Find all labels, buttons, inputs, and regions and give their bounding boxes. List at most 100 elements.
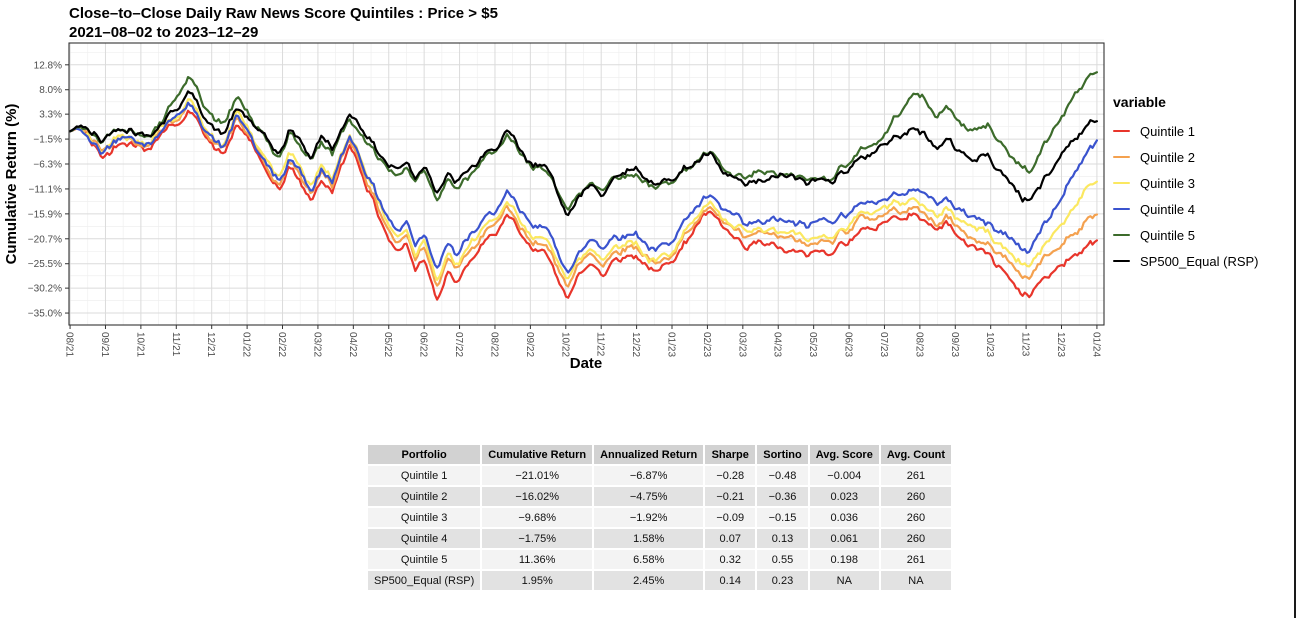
table-row: SP500_Equal (RSP) 1.95% 2.45% 0.14 0.23 NA NA (368, 571, 952, 590)
legend-item-label: Quintile 5 (1140, 227, 1195, 243)
table-cell: Quintile 2 (368, 487, 481, 506)
x-tick-label: 02/22 (276, 332, 287, 357)
legend-item-quintile-5: Quintile 5 (1113, 222, 1259, 248)
x-tick-label: 08/21 (64, 332, 75, 357)
x-tick-label: 01/22 (241, 332, 252, 357)
table-header-cell: Avg. Score (809, 445, 879, 464)
x-tick-label: 08/22 (488, 332, 499, 357)
table-cell: NA (809, 571, 879, 590)
x-tick-label: 05/23 (807, 332, 818, 357)
x-tick-label: 10/21 (134, 332, 145, 357)
y-tick-label: −35.0% (28, 309, 62, 320)
x-tick-label: 04/22 (347, 332, 358, 357)
x-tick-label: 12/21 (205, 332, 216, 357)
table-cell: −0.36 (757, 487, 808, 506)
legend-line-swatch (1113, 155, 1130, 159)
x-tick-label: 11/23 (1020, 332, 1031, 357)
legend-item-label: Quintile 3 (1140, 175, 1195, 191)
legend-line-swatch (1113, 207, 1130, 211)
legend-line-swatch (1113, 233, 1130, 237)
table-cell: 260 (880, 487, 952, 506)
table-cell: −0.28 (705, 466, 756, 485)
legend-line-swatch (1113, 181, 1130, 185)
table-cell: 0.036 (809, 508, 879, 527)
x-tick-label: 09/21 (99, 332, 110, 357)
table-cell: −0.48 (757, 466, 808, 485)
legend-item-label: Quintile 2 (1140, 149, 1195, 165)
legend-item-label: Quintile 1 (1140, 123, 1195, 139)
table-row: Quintile 3 −9.68% −1.92% −0.09 −0.15 0.036 260 (368, 508, 952, 527)
x-tick-label: 07/23 (878, 332, 889, 357)
table-cell: Quintile 5 (368, 550, 481, 569)
y-tick-label: −11.1% (29, 184, 63, 195)
series-line-sp500-equal-rsp- (69, 90, 1098, 217)
table-cell: SP500_Equal (RSP) (368, 571, 481, 590)
legend-line-swatch (1113, 129, 1130, 133)
x-tick-label: 09/22 (524, 332, 535, 357)
table-cell: −4.75% (594, 487, 704, 506)
table-cell: 1.58% (594, 529, 704, 548)
y-tick-label: 8.0% (39, 85, 62, 96)
x-tick-label: 10/22 (559, 332, 570, 357)
panel-border (68, 42, 1105, 326)
table-header-cell: Avg. Count (880, 445, 952, 464)
table-cell: 260 (880, 529, 952, 548)
y-tick-label: 12.8% (34, 60, 62, 71)
y-tick-label: −6.3% (33, 160, 62, 171)
window-right-border (1294, 0, 1296, 618)
table-cell: −0.15 (757, 508, 808, 527)
table-row: Quintile 1 −21.01% −6.87% −0.28 −0.48 −0.004 2… (368, 466, 952, 485)
x-tick-label: 06/23 (843, 332, 854, 357)
x-tick-label: 02/23 (701, 332, 712, 357)
series-line-quintile-2 (69, 101, 1098, 288)
legend-line-swatch (1113, 259, 1130, 263)
y-tick-label: 3.3% (39, 110, 62, 121)
x-tick-label: 12/22 (630, 332, 641, 357)
table-cell: −6.87% (594, 466, 704, 485)
x-axis-tick-labels: 08/21 09/21 10/21 11/21 12/21 01/22 02/22 03/22… (64, 332, 1102, 357)
x-tick-label: 10/23 (984, 332, 995, 357)
table-header-cell: Annualized Return (594, 445, 704, 464)
major-gridlines (69, 43, 1104, 325)
table-header-cell: Portfolio (368, 445, 481, 464)
table-cell: 0.061 (809, 529, 879, 548)
table-cell: −0.004 (809, 466, 879, 485)
table-cell: Quintile 3 (368, 508, 481, 527)
legend-item-quintile-1: Quintile 1 (1113, 118, 1259, 144)
chart-title-block: Close–to–Close Daily Raw News Score Quin… (69, 5, 498, 42)
x-tick-label: 04/23 (772, 332, 783, 357)
table-cell: 11.36% (482, 550, 593, 569)
x-tick-label: 03/23 (736, 332, 747, 357)
table-cell: 261 (880, 550, 952, 569)
x-tick-label: 11/21 (170, 332, 181, 357)
axis-tick-marks (65, 64, 1098, 329)
table-cell: −21.01% (482, 466, 593, 485)
x-tick-label: 03/22 (311, 332, 322, 357)
quintiles-line-chart: 08/21 09/21 10/21 11/21 12/21 01/22 02/22 03/22… (3, 39, 1105, 372)
table-cell: −9.68% (482, 508, 593, 527)
x-tick-label: 01/23 (666, 332, 677, 357)
table-cell: 261 (880, 466, 952, 485)
legend-items: Quintile 1 Quintile 2 Quintile 3 Quintile 4… (1113, 118, 1259, 274)
y-axis-tick-labels: 12.8% 8.0% 3.3% −1.5% −6.3% −11.1% −15.9% −20.7… (28, 60, 62, 319)
legend-item-quintile-3: Quintile 3 (1113, 170, 1259, 196)
table-cell: 0.07 (705, 529, 756, 548)
stats-table: Portfolio Cumulative Return Annualized Ret… (366, 443, 953, 592)
table-row: Quintile 2 −16.02% −4.75% −0.21 −0.36 0.023 26… (368, 487, 952, 506)
legend-item-quintile-4: Quintile 4 (1113, 196, 1259, 222)
table-cell: −0.21 (705, 487, 756, 506)
y-axis-title: Cumulative Return (%) (3, 104, 20, 265)
minor-gridlines (69, 39, 1104, 325)
chart-title: Close–to–Close Daily Raw News Score Quin… (69, 5, 498, 22)
table-cell: 0.32 (705, 550, 756, 569)
x-tick-label: 06/22 (418, 332, 429, 357)
table-row: Quintile 4 −1.75% 1.58% 0.07 0.13 0.061 260 (368, 529, 952, 548)
table-cell: 0.023 (809, 487, 879, 506)
y-tick-label: −25.5% (28, 259, 62, 270)
series-lines (69, 71, 1098, 301)
x-tick-label: 07/22 (453, 332, 464, 357)
legend-item-label: Quintile 4 (1140, 201, 1195, 217)
y-tick-label: −1.5% (33, 135, 62, 146)
table-header-cell: Cumulative Return (482, 445, 593, 464)
table-header-cell: Sortino (757, 445, 808, 464)
